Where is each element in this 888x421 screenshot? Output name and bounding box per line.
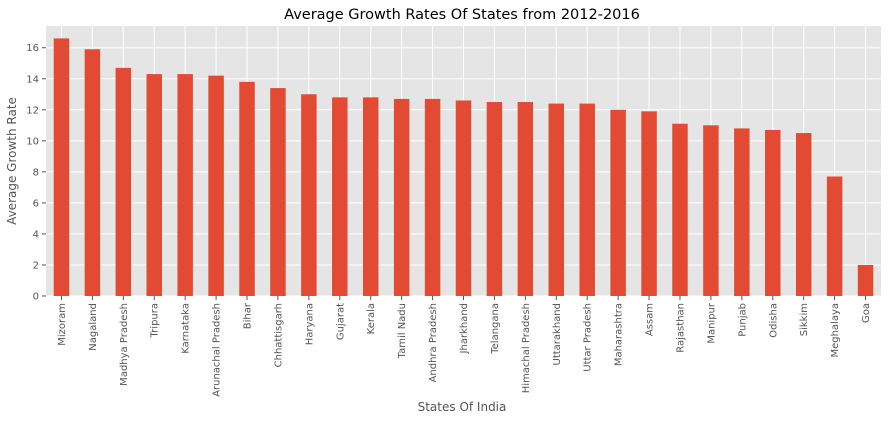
bar-rajasthan [672,123,688,296]
x-tick-label: Odisha [768,303,779,338]
y-axis-label: Average Growth Rate [5,97,19,225]
bar-uttar-pradesh [579,103,595,296]
x-tick-label: Assam [645,303,656,336]
bars [53,38,874,297]
x-axis-ticks: Mizoram Nagaland Madhya Pradesh Tripura Karn… [57,296,872,397]
y-tick-label: 16 [26,43,39,54]
bar-kerala [362,97,379,297]
bar-maharashtra [610,109,626,296]
bar-manipur [703,125,719,296]
bar-tamil-nadu [393,98,410,297]
x-tick-label: Mizoram [57,303,68,346]
x-tick-label: Telangana [490,303,501,355]
x-axis-label: States Of India [418,400,507,414]
x-tick-label: Madhya Pradesh [119,303,130,386]
bar-chhattisgarh [270,88,286,296]
x-tick-label: Nagaland [88,303,99,351]
bar-punjab [734,128,750,296]
x-tick-label: Kerala [366,303,377,334]
bar-jharkhand [455,100,472,296]
y-tick-label: 2 [33,260,39,271]
x-tick-label: Uttar Pradesh [583,303,594,372]
y-tick-label: 10 [26,136,39,147]
x-tick-label: Sikkim [799,303,810,336]
x-tick-label: Arunachal Pradesh [212,303,223,397]
x-tick-label: Uttarakhand [552,303,563,365]
y-axis-ticks: 0 2 4 6 8 10 12 14 16 [26,43,46,303]
bar-telangana [486,102,503,296]
bar-goa [857,264,874,296]
x-tick-label: Jharkhand [459,303,470,354]
x-tick-label: Meghalaya [830,303,841,358]
x-tick-label: Punjab [737,303,748,337]
bar-mizoram [53,38,70,297]
x-tick-label: Himachal Pradesh [521,303,532,393]
bar-meghalaya [826,176,843,296]
x-tick-label: Maharashtra [614,303,625,366]
bar-himachal-pradesh [517,102,534,296]
x-tick-label: Goa [861,303,872,323]
bar-bihar [239,81,255,297]
x-tick-label: Tripura [150,303,161,338]
bar-madhya-pradesh [115,67,132,297]
bar-assam [641,111,657,297]
bar-andhra-pradesh [424,98,441,297]
y-tick-label: 12 [26,105,39,116]
y-tick-label: 8 [33,167,39,178]
bar-odisha [765,129,781,296]
x-tick-label: Karnataka [181,303,192,354]
bar-uttarakhand [548,103,565,296]
x-tick-label: Tamil Nadu [397,303,408,359]
bar-nagaland [84,49,101,296]
y-tick-label: 6 [33,198,39,209]
bar-karnataka [177,74,193,296]
bar-haryana [301,94,317,296]
y-tick-label: 0 [33,292,39,303]
y-tick-label: 14 [26,74,39,85]
x-tick-label: Gujarat [335,303,346,340]
bar-gujarat [332,97,348,297]
x-tick-label: Manipur [706,302,717,344]
chart-title: Average Growth Rates Of States from 2012… [284,7,640,23]
x-tick-label: Chhattisgarh [273,303,284,367]
x-tick-label: Andhra Pradesh [428,303,439,382]
x-tick-label: Rajasthan [675,303,686,353]
x-tick-label: Bihar [243,302,254,329]
bar-sikkim [795,133,812,296]
bar-tripura [146,74,162,296]
y-tick-label: 4 [33,229,39,240]
x-tick-label: Haryana [304,303,315,345]
bar-arunachal-pradesh [208,75,224,296]
